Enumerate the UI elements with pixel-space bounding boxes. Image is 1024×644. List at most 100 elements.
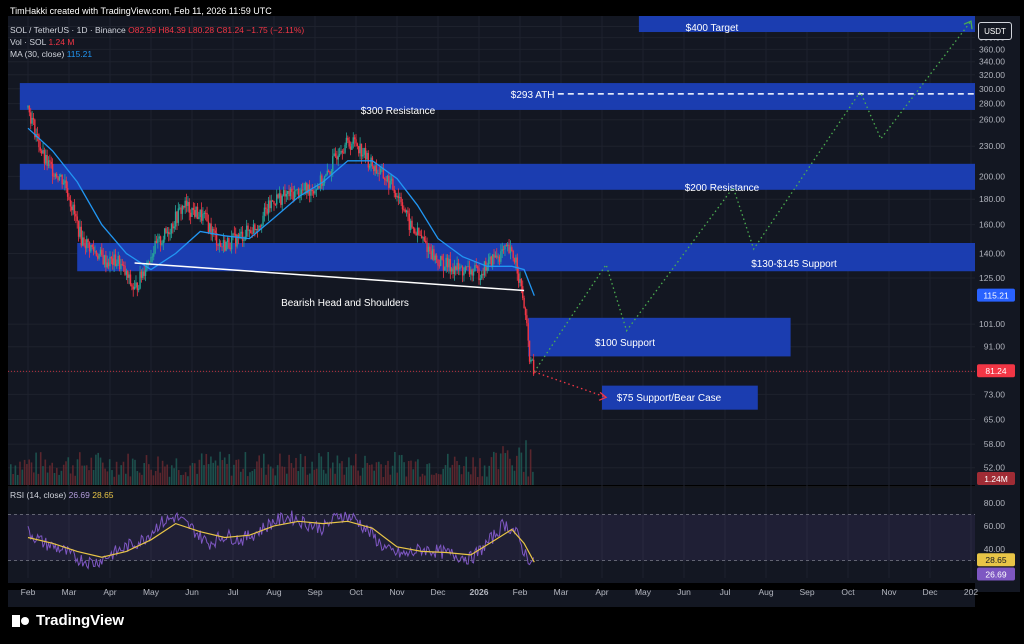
candle-body bbox=[71, 206, 73, 211]
brand-name: TradingView bbox=[36, 612, 125, 629]
candle-body bbox=[136, 282, 139, 291]
candle-body bbox=[362, 154, 364, 157]
volume-bar bbox=[470, 474, 472, 485]
candle-body bbox=[198, 217, 200, 220]
candle-body bbox=[441, 256, 443, 260]
symbol-name[interactable]: SOL / TetherUS · 1D · Binance bbox=[10, 25, 126, 35]
volume-bar bbox=[373, 470, 375, 485]
volume-bar bbox=[207, 464, 210, 485]
candle-body bbox=[129, 274, 132, 285]
candle-body bbox=[340, 150, 342, 154]
candle-body bbox=[459, 267, 461, 270]
volume-bar bbox=[499, 453, 502, 485]
volume-bar bbox=[267, 464, 270, 485]
candle-body bbox=[297, 188, 300, 199]
ma-value: 115.21 bbox=[66, 49, 93, 59]
candle-body bbox=[418, 227, 420, 235]
volume-bar bbox=[67, 457, 70, 485]
candle-body bbox=[516, 257, 518, 274]
volume-bar bbox=[424, 475, 426, 485]
volume-bar bbox=[306, 474, 309, 485]
bull-arrowhead bbox=[963, 20, 973, 30]
candle-body bbox=[344, 144, 346, 153]
volume-bar bbox=[90, 457, 93, 485]
candle-body bbox=[317, 186, 319, 190]
candle-body bbox=[463, 272, 465, 276]
candle-body bbox=[333, 153, 335, 157]
volume-bar bbox=[12, 473, 14, 485]
candle-body bbox=[348, 140, 350, 147]
currency-button[interactable]: USDT bbox=[978, 22, 1012, 40]
bear-projection-path bbox=[534, 371, 607, 398]
candle-body bbox=[243, 239, 245, 241]
volume-bar bbox=[309, 473, 311, 485]
candle-body bbox=[281, 195, 283, 205]
candle-body bbox=[47, 160, 50, 166]
candle-body bbox=[183, 205, 185, 208]
candle-body bbox=[165, 228, 167, 233]
volume-bar bbox=[481, 476, 484, 485]
candle-body bbox=[99, 249, 102, 254]
candle-body bbox=[225, 242, 227, 251]
rsi-badge-bg bbox=[977, 567, 1015, 581]
volume-bar bbox=[412, 469, 415, 485]
candle-body bbox=[124, 265, 126, 275]
candle-body bbox=[370, 157, 372, 166]
candle-body bbox=[476, 266, 479, 269]
ohlc-values: O82.99 H84.39 L80.28 C81.24 −1.75 (−2.11… bbox=[128, 25, 305, 35]
candle-body bbox=[95, 251, 98, 256]
candle-body bbox=[58, 176, 61, 181]
candle-body bbox=[65, 180, 67, 189]
candle-body bbox=[229, 247, 231, 250]
volume-label[interactable]: Vol · SOL bbox=[10, 37, 47, 47]
candle-body bbox=[60, 174, 62, 177]
candle-body bbox=[172, 223, 174, 229]
candle-body bbox=[73, 204, 76, 214]
volume-bar bbox=[497, 469, 500, 485]
price-tick-label: 52.00 bbox=[984, 463, 1006, 473]
candle-body bbox=[337, 155, 339, 160]
volume-bar bbox=[177, 470, 180, 485]
candle-body bbox=[127, 270, 129, 278]
time-tick-label: Dec bbox=[922, 587, 938, 597]
candle-body bbox=[154, 240, 156, 254]
candle-body bbox=[133, 287, 136, 290]
candle-body bbox=[120, 264, 122, 270]
price-tick-label: 58.00 bbox=[984, 439, 1006, 449]
volume-bar bbox=[509, 458, 511, 485]
candle-body bbox=[400, 197, 402, 203]
candle-body bbox=[457, 262, 460, 270]
volume-bar bbox=[414, 461, 417, 485]
ma-label[interactable]: MA (30, close) bbox=[10, 49, 65, 59]
candle-body bbox=[486, 267, 488, 271]
candle-body bbox=[207, 221, 210, 233]
candle-body bbox=[319, 175, 322, 189]
volume-bar bbox=[518, 447, 520, 485]
candle-body bbox=[262, 215, 264, 226]
volume-bar bbox=[366, 462, 369, 485]
volume-bar bbox=[166, 464, 168, 485]
candle-body bbox=[132, 286, 134, 290]
candle-body bbox=[474, 265, 476, 272]
volume-bar bbox=[440, 474, 442, 485]
candle-body bbox=[248, 230, 251, 232]
candle-body bbox=[102, 255, 104, 265]
candle-body bbox=[267, 200, 270, 214]
volume-bar bbox=[159, 472, 162, 485]
time-tick-label: Oct bbox=[349, 587, 363, 597]
candle-body bbox=[200, 209, 203, 221]
time-tick-label: 2026 bbox=[470, 587, 489, 597]
candle-body bbox=[278, 193, 281, 198]
volume-bar bbox=[235, 459, 237, 485]
candle-body bbox=[326, 170, 328, 175]
time-tick-label: Mar bbox=[554, 587, 569, 597]
candle-body bbox=[34, 119, 36, 138]
rsi-label[interactable]: RSI (14, close) bbox=[10, 490, 67, 500]
candle-body bbox=[505, 245, 508, 247]
candle-body bbox=[490, 256, 492, 267]
candle-body bbox=[217, 245, 219, 247]
time-tick-label: Mar bbox=[62, 587, 77, 597]
candle-body bbox=[157, 238, 159, 244]
volume-bar bbox=[320, 456, 323, 485]
